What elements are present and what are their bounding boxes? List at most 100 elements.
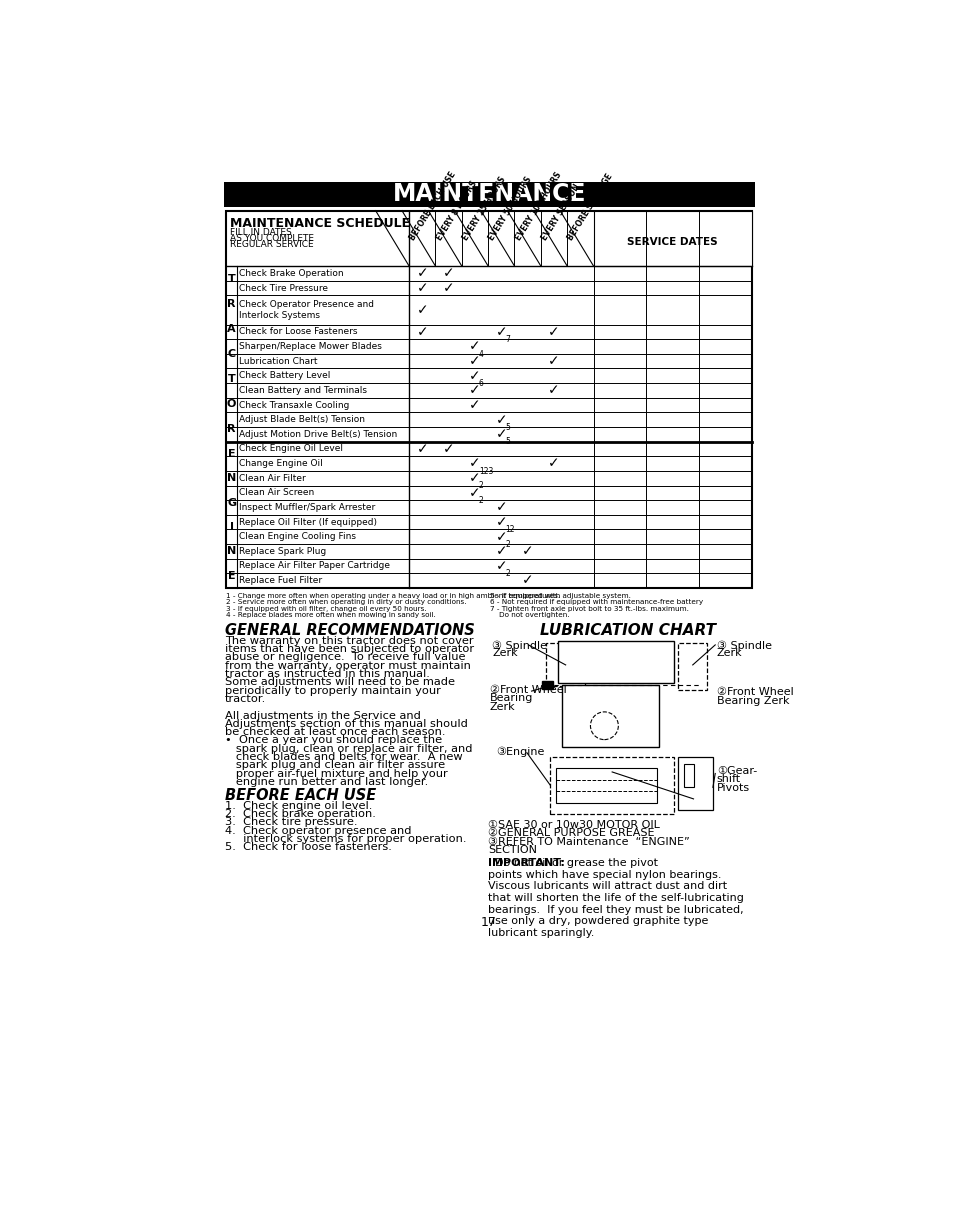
Text: Clean Battery and Terminals: Clean Battery and Terminals [239, 386, 367, 395]
Text: R: R [227, 299, 235, 308]
Text: Sharpen/Replace Mower Blades: Sharpen/Replace Mower Blades [239, 342, 382, 351]
Bar [558, 642, 674, 683]
Text: ✓: ✓ [469, 339, 480, 354]
Text: REGULAR SERVICE: REGULAR SERVICE [230, 240, 314, 249]
Text: EVERY 100 HOURS: EVERY 100 HOURS [514, 171, 562, 242]
Text: Inspect Muffler/Spark Arrester: Inspect Muffler/Spark Arrester [239, 503, 375, 512]
Bar [226, 210, 751, 587]
Text: 17: 17 [480, 916, 496, 929]
Text: N: N [227, 473, 236, 483]
Text: •  Once a year you should replace the: • Once a year you should replace the [224, 735, 441, 746]
Text: 6: 6 [478, 379, 483, 388]
Text: T: T [228, 274, 235, 284]
Text: ✓: ✓ [469, 398, 480, 412]
Text: ③ Spindle: ③ Spindle [492, 640, 546, 650]
Text: ✓: ✓ [469, 383, 480, 397]
Bar [556, 768, 657, 803]
Text: items that have been subjected to operator: items that have been subjected to operat… [224, 644, 474, 654]
Text: ✓: ✓ [469, 354, 480, 369]
Text: tractor.: tractor. [224, 694, 266, 704]
Text: from the warranty, operator must maintain: from the warranty, operator must maintai… [224, 661, 470, 671]
Text: R: R [227, 424, 235, 434]
Text: 2: 2 [505, 540, 510, 549]
Bar [561, 685, 658, 746]
Text: LUBRICATION CHART: LUBRICATION CHART [539, 623, 715, 638]
Text: 3.  Check tire pressure.: 3. Check tire pressure. [224, 817, 356, 827]
Text: ①SAE 30 or 10w30 MOTOR OIL: ①SAE 30 or 10w30 MOTOR OIL [488, 820, 659, 830]
Text: 2 - Service more often when operating in dirty or dusty conditions.: 2 - Service more often when operating in… [226, 599, 466, 605]
Text: ✓: ✓ [469, 456, 480, 471]
Text: Clean Engine Cooling Fins: Clean Engine Cooling Fins [239, 532, 356, 541]
Text: ✓: ✓ [416, 442, 428, 456]
Text: ✓: ✓ [495, 559, 507, 573]
Text: ✓: ✓ [469, 485, 480, 500]
Text: Replace Oil Filter (If equipped): Replace Oil Filter (If equipped) [239, 517, 377, 526]
Text: be checked at least once each season.: be checked at least once each season. [224, 728, 445, 737]
Text: ✓: ✓ [416, 324, 428, 339]
Text: IMPORTANT:: IMPORTANT: [488, 858, 564, 868]
Text: ①Gear-: ①Gear- [716, 766, 757, 775]
Text: Replace Air Filter Paper Cartridge: Replace Air Filter Paper Cartridge [239, 562, 390, 570]
Text: O: O [227, 399, 236, 409]
Text: BEFORE EACH USE: BEFORE EACH USE [224, 789, 375, 804]
Text: ✓: ✓ [495, 515, 507, 530]
Text: 5: 5 [505, 423, 510, 431]
Bar [683, 764, 693, 788]
Text: Check Operator Presence and
Interlock Systems: Check Operator Presence and Interlock Sy… [239, 300, 374, 320]
Text: ②Front Wheel: ②Front Wheel [716, 687, 793, 697]
Text: ✓: ✓ [495, 428, 507, 441]
Text: MAINTENANCE SCHEDULE: MAINTENANCE SCHEDULE [230, 216, 410, 230]
Bar [546, 643, 584, 686]
Text: check blades and belts for wear.  A new: check blades and belts for wear. A new [224, 752, 462, 762]
Text: ②Front Wheel: ②Front Wheel [489, 685, 566, 694]
Bar [224, 182, 754, 206]
Text: ✓: ✓ [548, 383, 559, 397]
Text: tractor as instructed in this manual.: tractor as instructed in this manual. [224, 669, 429, 678]
Text: SECTION: SECTION [488, 846, 537, 855]
Text: Check Transaxle Cooling: Check Transaxle Cooling [239, 401, 350, 409]
Text: EVERY 50 HOURS: EVERY 50 HOURS [487, 176, 534, 242]
Bar [593, 210, 751, 265]
Text: 6 - Not required if equipped with maintenance-free battery: 6 - Not required if equipped with mainte… [489, 599, 702, 605]
Text: Clean Air Filter: Clean Air Filter [239, 473, 306, 483]
Text: ③Engine: ③Engine [496, 746, 544, 757]
Text: MAINTENANCE: MAINTENANCE [392, 182, 585, 206]
Text: ✓: ✓ [442, 281, 454, 295]
Text: ②GENERAL PURPOSE GREASE: ②GENERAL PURPOSE GREASE [488, 828, 654, 838]
Text: Replace Fuel Filter: Replace Fuel Filter [239, 576, 322, 585]
Text: FILL IN DATES: FILL IN DATES [230, 227, 292, 236]
Text: Zerk: Zerk [492, 648, 517, 658]
Text: interlock systems for proper operation.: interlock systems for proper operation. [224, 834, 466, 844]
Text: 5 - If equipped with adjustable system.: 5 - If equipped with adjustable system. [489, 592, 630, 599]
Text: engine run better and last longer.: engine run better and last longer. [224, 777, 428, 787]
Text: AS YOU COMPLETE: AS YOU COMPLETE [230, 234, 314, 242]
Text: Lubrication Chart: Lubrication Chart [239, 356, 317, 366]
Text: abuse or negligence.  To receive full value: abuse or negligence. To receive full val… [224, 653, 465, 662]
Text: Zerk: Zerk [716, 648, 741, 658]
Text: 4 - Replace blades more often when mowing in sandy soil.: 4 - Replace blades more often when mowin… [226, 612, 436, 618]
Text: 5.  Check for loose fasteners.: 5. Check for loose fasteners. [224, 842, 391, 853]
Bar [678, 643, 707, 689]
Text: 2: 2 [478, 482, 483, 490]
Text: ✓: ✓ [548, 324, 559, 339]
Text: EVERY SEASON: EVERY SEASON [539, 183, 581, 242]
Text: ✓: ✓ [442, 442, 454, 456]
Text: Adjust Motion Drive Belt(s) Tension: Adjust Motion Drive Belt(s) Tension [239, 430, 397, 439]
Text: ✓: ✓ [548, 456, 559, 471]
Circle shape [590, 712, 618, 740]
Text: Bearing: Bearing [489, 693, 533, 703]
Text: The warranty on this tractor does not cover: The warranty on this tractor does not co… [224, 635, 473, 645]
Text: Check Engine Oil Level: Check Engine Oil Level [239, 445, 343, 454]
Text: Adjust Blade Belt(s) Tension: Adjust Blade Belt(s) Tension [239, 415, 365, 424]
Text: 4: 4 [478, 349, 483, 359]
Text: Clean Air Screen: Clean Air Screen [239, 488, 314, 498]
Text: ✓: ✓ [521, 544, 533, 558]
Text: ✓: ✓ [495, 544, 507, 558]
Text: I: I [230, 522, 233, 532]
Text: Check for Loose Fasteners: Check for Loose Fasteners [239, 327, 357, 337]
Text: C: C [228, 349, 235, 359]
Text: spark plug, clean or replace air filter, and: spark plug, clean or replace air filter,… [224, 744, 472, 753]
Text: 1 - Change more often when operating under a heavy load or in high ambient tempe: 1 - Change more often when operating und… [226, 592, 559, 599]
Text: periodically to properly maintain your: periodically to properly maintain your [224, 686, 440, 696]
Text: Replace Spark Plug: Replace Spark Plug [239, 547, 326, 556]
